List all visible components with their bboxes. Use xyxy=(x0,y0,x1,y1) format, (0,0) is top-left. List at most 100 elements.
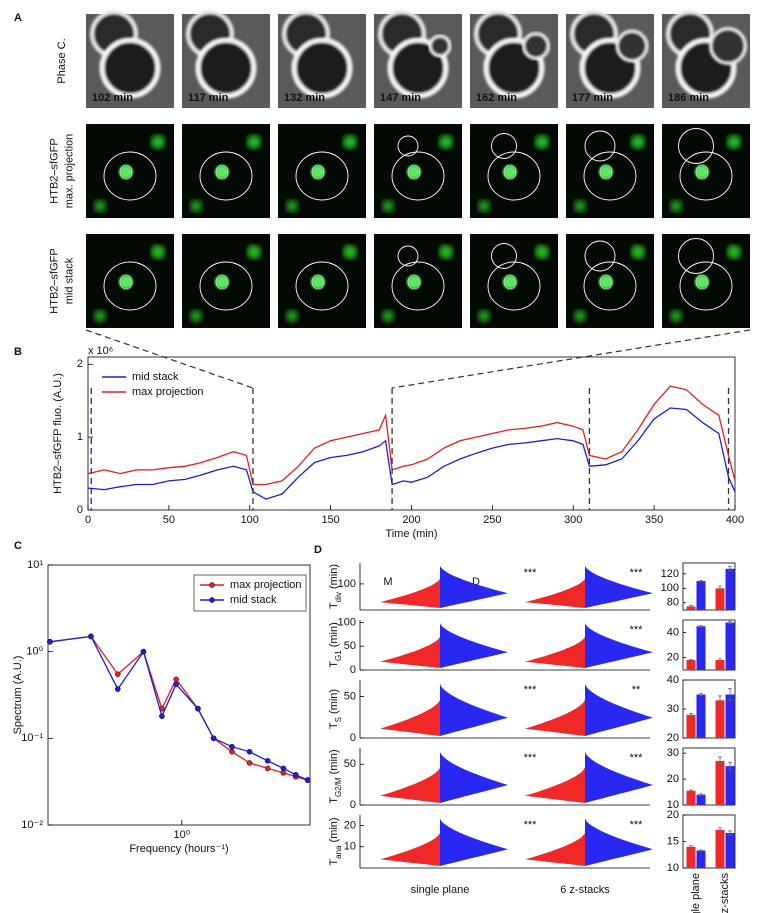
time-label: 102 min xyxy=(92,92,133,104)
nucleus-outline xyxy=(119,274,133,290)
series-marker xyxy=(140,648,147,655)
error-bar xyxy=(718,695,722,706)
bud-outline xyxy=(397,245,419,267)
cell-outline xyxy=(391,151,445,201)
background-nucleus xyxy=(439,135,453,149)
nucleus xyxy=(311,275,325,289)
cell-outline xyxy=(295,151,349,201)
bar xyxy=(725,568,735,610)
y-axis-label: Tana (min) xyxy=(328,817,343,865)
y-tick-label: 20 xyxy=(667,773,679,785)
background-nucleus xyxy=(631,135,645,149)
y-tick-label: 30 xyxy=(667,703,679,715)
nucleus xyxy=(503,165,517,179)
nucleus xyxy=(599,275,613,289)
y-tick-label: 20 xyxy=(344,820,356,832)
background-nucleus xyxy=(478,310,490,322)
bar xyxy=(725,694,735,738)
background-nucleus xyxy=(727,245,741,259)
series-marker xyxy=(229,743,235,750)
bud-outline xyxy=(678,238,714,274)
row-label: HTB2–sfGFP xyxy=(48,138,60,203)
distribution-shape xyxy=(585,751,653,805)
background-nucleus xyxy=(343,135,357,149)
cell-outline xyxy=(679,151,733,201)
error-bar xyxy=(718,827,722,833)
background-nucleus xyxy=(727,135,741,149)
x-tick-label: 150 xyxy=(321,514,339,526)
legend-marker xyxy=(209,597,215,603)
series-marker xyxy=(159,713,165,720)
error-bar xyxy=(718,756,722,766)
y-tick-label: 10 xyxy=(667,862,679,874)
bud-image xyxy=(709,27,747,65)
error-bar xyxy=(728,830,732,836)
significance: *** xyxy=(630,819,644,831)
nucleus-outline xyxy=(503,164,517,180)
nucleus xyxy=(119,275,133,289)
x-tick-label: 400 xyxy=(726,514,744,526)
distribution-shape xyxy=(585,565,653,610)
bar xyxy=(686,846,696,868)
y-tick-label: 20 xyxy=(667,732,679,744)
nucleus-outline xyxy=(407,164,421,180)
cell-image xyxy=(99,37,161,99)
nucleus xyxy=(311,165,325,179)
x-tick-label: 350 xyxy=(645,514,663,526)
label-symbol: T xyxy=(328,661,340,668)
row-label: Phase C. xyxy=(56,38,68,83)
bar xyxy=(715,660,725,670)
y-tick-label: 100 xyxy=(338,578,356,590)
bar xyxy=(725,622,735,670)
bar xyxy=(696,581,706,610)
bud-image xyxy=(615,29,649,63)
y-tick-label: 30 xyxy=(667,747,679,759)
y-axis-label: TG2/M (min) xyxy=(328,749,343,803)
x-tick-label: 100 xyxy=(241,514,259,526)
panel-label: C xyxy=(14,540,22,552)
error-bar xyxy=(699,693,703,696)
nucleus xyxy=(215,275,229,289)
cell-image xyxy=(291,37,353,99)
time-label: 147 min xyxy=(380,92,421,104)
background-nucleus xyxy=(247,135,261,149)
cell-outline xyxy=(295,261,349,311)
error-bar xyxy=(728,566,732,572)
nucleus-outline xyxy=(215,164,229,180)
error-bar xyxy=(689,658,693,662)
nucleus-outline xyxy=(119,164,133,180)
time-label: 132 min xyxy=(284,92,325,104)
cell-outline xyxy=(583,261,637,311)
error-bar xyxy=(689,789,693,792)
nucleus-outline xyxy=(599,274,613,290)
background-nucleus xyxy=(574,200,586,212)
bud-outline xyxy=(491,133,517,159)
panel-label: D xyxy=(314,544,322,556)
cell-outline xyxy=(487,151,541,201)
series-marker xyxy=(210,735,217,742)
background-nucleus xyxy=(535,135,549,149)
bar xyxy=(715,700,725,738)
time-label: 186 min xyxy=(668,92,709,104)
y-tick-label: 10¹ xyxy=(27,559,43,571)
label-unit: (min) xyxy=(328,749,340,777)
y-tick-label: 80 xyxy=(667,597,679,609)
label-subscript: G1 xyxy=(334,650,343,661)
bar xyxy=(725,833,735,868)
legend-label: max projection xyxy=(132,386,204,398)
x-axis-label: Time (min) xyxy=(385,528,437,540)
nucleus-outline xyxy=(407,274,421,290)
distribution-shape xyxy=(380,699,440,738)
y-tick-label: 40 xyxy=(667,626,679,638)
row-label: HTB2–sfGFP xyxy=(48,248,60,313)
cell-outline xyxy=(103,261,157,311)
distribution-shape xyxy=(585,683,653,738)
label-symbol: T xyxy=(328,797,340,804)
background-nucleus xyxy=(670,310,682,322)
cell-outline xyxy=(199,261,253,311)
row-label: mid stack xyxy=(63,257,75,304)
bar xyxy=(686,660,696,670)
cell-outline xyxy=(583,151,637,201)
nucleus-outline xyxy=(695,164,709,180)
bar xyxy=(715,588,725,610)
